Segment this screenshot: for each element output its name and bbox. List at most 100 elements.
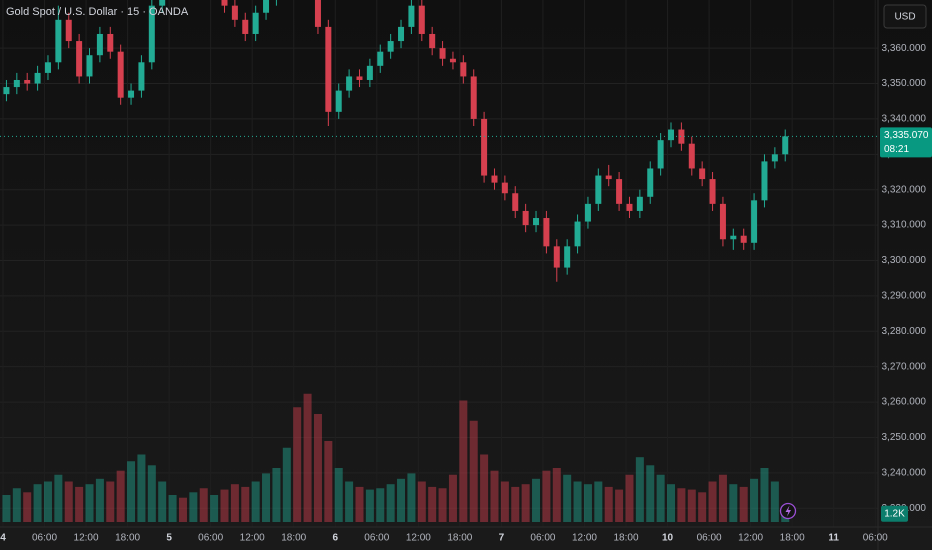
currency-label[interactable]: USD xyxy=(894,12,915,23)
candle-body xyxy=(387,41,394,52)
candle-body xyxy=(595,175,602,204)
volume-bar xyxy=(75,486,84,522)
volume-bar xyxy=(615,489,624,522)
x-tick-label: 12:00 xyxy=(738,533,763,544)
y-tick-label: 3,300.000 xyxy=(882,255,927,266)
volume-bar xyxy=(635,457,644,522)
volume-bar xyxy=(293,407,302,522)
candle-body xyxy=(553,246,560,268)
candle-body xyxy=(366,65,373,80)
volume-bar xyxy=(500,481,509,522)
candle-body xyxy=(221,0,228,6)
volume-bar xyxy=(43,481,52,522)
candle-body xyxy=(512,193,519,211)
candle-body xyxy=(107,33,114,52)
volume-bar xyxy=(448,474,457,522)
candle-body xyxy=(699,168,706,180)
candle-body xyxy=(3,87,10,95)
candle-body xyxy=(657,140,664,169)
last-price-tag xyxy=(880,127,932,158)
x-tick-label: 7 xyxy=(499,533,505,544)
candle-body xyxy=(429,33,436,49)
volume-bar xyxy=(521,484,530,522)
volume-bar xyxy=(573,481,582,522)
volume-bar xyxy=(667,484,676,522)
x-tick-label: 06:00 xyxy=(697,533,722,544)
volume-bar xyxy=(12,488,21,522)
candle-body xyxy=(501,182,508,194)
countdown: 08:21 xyxy=(884,144,909,155)
candle-body xyxy=(408,5,415,27)
y-tick-label: 3,280.000 xyxy=(882,326,927,337)
candle-body xyxy=(616,179,623,204)
volume-bar xyxy=(2,495,11,522)
x-tick-label: 18:00 xyxy=(780,533,805,544)
candle-body xyxy=(44,62,51,73)
volume-bar xyxy=(563,474,572,522)
volume-bar xyxy=(85,484,94,522)
y-tick-label: 3,290.000 xyxy=(882,291,927,302)
candle-body xyxy=(449,58,456,63)
volume-bar xyxy=(272,468,281,522)
volume-bar xyxy=(625,474,634,522)
candle-body xyxy=(138,62,145,91)
x-tick-label: 12:00 xyxy=(406,533,431,544)
candle-body xyxy=(346,76,353,91)
candle-body xyxy=(148,5,155,63)
candle-body xyxy=(34,72,41,84)
candle-body xyxy=(377,51,384,66)
candle-body xyxy=(740,235,747,243)
candle-body xyxy=(128,90,135,98)
candle-body xyxy=(533,218,540,226)
candle-body xyxy=(481,118,488,176)
x-tick-label: 06:00 xyxy=(530,533,555,544)
grid xyxy=(0,0,878,527)
candle-body xyxy=(730,235,737,240)
candle-body xyxy=(398,26,405,42)
volume-bar xyxy=(334,468,343,522)
volume-bar xyxy=(511,486,520,522)
volume-bar xyxy=(116,470,125,522)
candle-body xyxy=(65,19,72,42)
candle-body xyxy=(460,62,467,77)
volume-bar xyxy=(23,492,32,522)
volume-bar xyxy=(230,484,239,522)
currency-button[interactable] xyxy=(883,4,927,29)
x-tick-label: 06:00 xyxy=(364,533,389,544)
y-tick-label: 3,320.000 xyxy=(882,184,927,195)
volume-bar xyxy=(241,486,250,522)
volume-bar xyxy=(438,488,447,522)
candle-body xyxy=(252,12,259,34)
volume-bar xyxy=(552,468,561,522)
volume-bar xyxy=(490,470,499,522)
volume-bar xyxy=(594,481,603,522)
x-tick-label: 10 xyxy=(662,533,674,544)
x-tick-label: 12:00 xyxy=(572,533,597,544)
candle-body xyxy=(605,175,612,180)
alert-icon-bolt[interactable] xyxy=(785,505,792,517)
volume-bar xyxy=(137,454,146,522)
volume-bar xyxy=(760,468,769,522)
volume-pane xyxy=(2,393,790,522)
volume-bar xyxy=(542,470,551,522)
candle-body xyxy=(668,129,675,141)
candle-body xyxy=(522,210,529,226)
volume-bar xyxy=(770,481,779,522)
x-tick-label: 6 xyxy=(332,533,338,544)
volume-bar xyxy=(417,481,426,522)
candle-body xyxy=(439,48,446,59)
candle-body xyxy=(636,196,643,211)
candle-body xyxy=(231,5,238,20)
volume-bar xyxy=(54,474,63,522)
volume-bar xyxy=(687,489,696,522)
volume-bar xyxy=(480,454,489,522)
candle-body xyxy=(242,19,249,34)
volume-bar xyxy=(210,495,219,522)
volume-bar xyxy=(178,497,187,522)
volume-bar xyxy=(33,484,42,522)
candle-body xyxy=(678,129,685,144)
x-tick-label: 18:00 xyxy=(447,533,472,544)
